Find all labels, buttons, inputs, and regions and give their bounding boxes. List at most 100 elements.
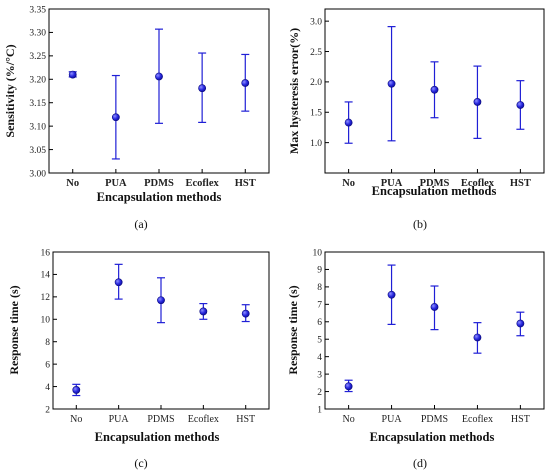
panel-a-ytick-label: 3.20 bbox=[29, 76, 46, 86]
panel-d-series bbox=[344, 264, 525, 393]
panel-c-plot-frame bbox=[52, 251, 270, 410]
panel-c-label: (c) bbox=[134, 456, 147, 470]
panel-b-data-point bbox=[344, 118, 353, 127]
panel-b: 1.0 1.5 2.0 2.5 3.0 No PUA PDMS Ecoflex HST Enca… bbox=[287, 8, 545, 231]
panel-d-xlabel: Encapsulation methods bbox=[370, 430, 495, 444]
panel-b-data-point bbox=[430, 85, 439, 94]
panel-a-ylabel: Sensitivity (%/°C) bbox=[3, 44, 17, 137]
panel-b-xtick-label: PDMS bbox=[420, 178, 450, 189]
panel-c-xlabel: Encapsulation methods bbox=[95, 430, 220, 444]
panel-a-xtick-label: No bbox=[66, 178, 79, 189]
panel-a-data-point bbox=[198, 84, 207, 93]
panel-c-ylabel: Response time (s) bbox=[7, 285, 21, 374]
panel-c-ytick-label: 12 bbox=[41, 293, 51, 303]
panel-a-ytick-label: 3.00 bbox=[29, 169, 46, 179]
panel-c-xtick-label: PDMS bbox=[147, 414, 174, 425]
panel-c-data-point bbox=[157, 296, 165, 305]
panel-a-ytick-label: 3.05 bbox=[29, 146, 46, 156]
panel-d-data-point bbox=[473, 333, 482, 342]
panel-d-xtick-label: PDMS bbox=[421, 414, 448, 425]
panel-c-xticks: No PUA PDMS Ecoflex HST bbox=[70, 405, 255, 425]
panel-c-ytick-label: 8 bbox=[45, 338, 50, 348]
panel-a-xtick-label: HST bbox=[235, 178, 256, 189]
panel-d-ytick-label: 9 bbox=[317, 266, 322, 276]
panel-d-ytick-label: 2 bbox=[317, 388, 322, 398]
panel-b-ytick-label: 1.0 bbox=[310, 139, 322, 149]
panel-c-series bbox=[72, 263, 250, 397]
panel-c-data-point bbox=[199, 307, 208, 316]
panel-c-ytick-label: 16 bbox=[41, 248, 51, 258]
panel-c-data-point bbox=[241, 309, 250, 318]
panel-d-xtick-label: No bbox=[343, 414, 355, 425]
panel-b-xtick-label: PUA bbox=[381, 178, 403, 189]
panel-c-ytick-label: 4 bbox=[45, 383, 50, 393]
panel-b-ylabel: Max hysteresis error(%) bbox=[287, 28, 301, 154]
panel-b-xticks: No PUA PDMS Ecoflex HST bbox=[342, 169, 531, 189]
panel-b-xlabel: Encapsulation methods bbox=[372, 184, 497, 198]
panel-a-ytick-label: 3.15 bbox=[29, 99, 46, 109]
panel-a-xlabel: Encapsulation methods bbox=[97, 190, 222, 204]
panel-d: 1 2 3 4 5 6 7 8 9 10 No PUA PDMS Ecoflex HST Encapsul… bbox=[286, 248, 545, 470]
panel-b-data-point bbox=[516, 101, 525, 109]
panel-a-data-point bbox=[111, 113, 120, 122]
panel-d-xtick-label: HST bbox=[511, 414, 530, 425]
panel-d-data-point bbox=[430, 303, 439, 311]
panel-c-data-point bbox=[114, 278, 123, 287]
panel-c-ytick-label: 6 bbox=[45, 360, 50, 370]
panel-d-xticks: No PUA PDMS Ecoflex HST bbox=[343, 405, 530, 425]
panel-a-xtick-label: Ecoflex bbox=[186, 178, 220, 189]
panel-d-data-point bbox=[516, 319, 525, 328]
panel-c: 2 4 6 8 10 12 14 16 No PUA PDMS Ecoflex HST Encapsu… bbox=[7, 248, 270, 470]
panel-a-ytick-label: 3.30 bbox=[29, 29, 46, 39]
panel-c-ytick-label: 14 bbox=[41, 271, 51, 281]
panel-a-xticks: No PUA PDMS Ecoflex HST bbox=[66, 169, 256, 189]
panel-c-yticks: 2 4 6 8 10 12 14 16 bbox=[41, 248, 57, 415]
panel-d-ytick-label: 8 bbox=[317, 283, 322, 293]
panel-d-label: (d) bbox=[413, 456, 427, 470]
panel-d-xtick-label: Ecoflex bbox=[462, 414, 493, 425]
panel-d-ytick-label: 1 bbox=[317, 405, 322, 415]
panel-b-ytick-label: 2.0 bbox=[310, 78, 322, 88]
panel-d-data-point bbox=[387, 290, 396, 299]
panel-b-xtick-label: Ecoflex bbox=[461, 178, 495, 189]
panel-b-ytick-label: 2.5 bbox=[310, 48, 322, 58]
panel-a-ytick-label: 3.10 bbox=[29, 122, 46, 132]
panel-a-xtick-label: PDMS bbox=[144, 178, 174, 189]
panel-d-ytick-label: 5 bbox=[317, 336, 322, 346]
panel-c-ytick-label: 2 bbox=[45, 405, 50, 415]
panel-d-ytick-label: 4 bbox=[317, 353, 322, 363]
panel-c-xtick-label: No bbox=[70, 414, 82, 425]
panel-a-xtick-label: PUA bbox=[105, 178, 127, 189]
panel-a: 3.00 3.05 3.10 3.15 3.20 3.25 3.30 3.35 No PUA PD… bbox=[3, 5, 270, 231]
panel-d-xtick-label: PUA bbox=[382, 414, 403, 425]
panel-d-ytick-label: 6 bbox=[317, 318, 322, 328]
panel-d-ytick-label: 7 bbox=[317, 301, 322, 311]
panel-b-label: (b) bbox=[413, 217, 427, 231]
panel-b-ytick-label: 3.0 bbox=[310, 17, 322, 27]
panel-c-xtick-label: Ecoflex bbox=[188, 414, 219, 425]
panel-a-data-point bbox=[241, 79, 250, 87]
panel-d-ytick-label: 3 bbox=[317, 370, 322, 380]
panel-d-data-point bbox=[344, 382, 353, 391]
panel-b-data-point bbox=[473, 98, 482, 106]
panel-b-xtick-label: No bbox=[342, 178, 355, 189]
panel-a-data-point bbox=[68, 70, 77, 79]
panel-d-yticks: 1 2 3 4 5 6 7 8 9 10 bbox=[313, 248, 329, 415]
panel-b-ytick-label: 1.5 bbox=[310, 109, 322, 119]
panel-b-data-point bbox=[387, 79, 396, 88]
panel-a-label: (a) bbox=[134, 217, 147, 231]
panel-c-data-point bbox=[72, 386, 81, 394]
panel-d-plot-frame bbox=[324, 251, 545, 410]
panel-c-xtick-label: HST bbox=[236, 414, 255, 425]
panel-b-series bbox=[344, 26, 525, 144]
panel-a-ytick-label: 3.35 bbox=[29, 5, 46, 15]
panel-d-ytick-label: 10 bbox=[313, 248, 323, 258]
panel-c-xtick-label: PUA bbox=[109, 414, 130, 425]
panel-a-data-point bbox=[155, 72, 163, 81]
panel-d-ylabel: Response time (s) bbox=[286, 285, 300, 374]
panel-a-yticks: 3.00 3.05 3.10 3.15 3.20 3.25 3.30 3.35 bbox=[29, 5, 53, 179]
panel-b-yticks: 1.0 1.5 2.0 2.5 3.0 bbox=[310, 17, 329, 149]
panel-b-xtick-label: HST bbox=[510, 178, 531, 189]
panel-a-ytick-label: 3.25 bbox=[29, 52, 46, 62]
